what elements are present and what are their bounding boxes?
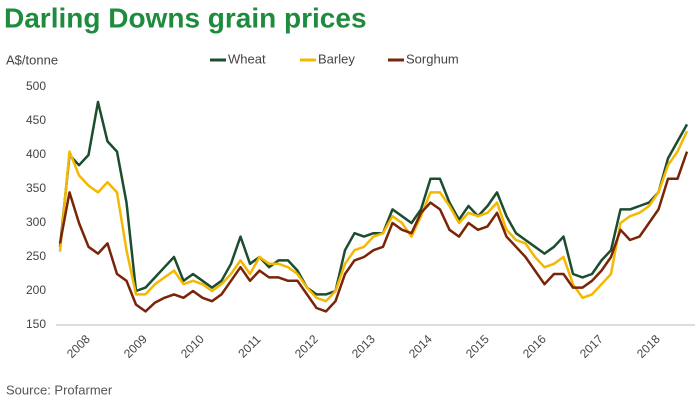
x-tick-label: 2008 bbox=[64, 332, 93, 361]
x-tick-label: 2011 bbox=[235, 332, 263, 360]
y-tick-label: 450 bbox=[26, 113, 46, 127]
x-tick-label: 2016 bbox=[520, 332, 549, 361]
x-tick-label: 2010 bbox=[178, 332, 207, 361]
y-tick-label: 200 bbox=[26, 283, 46, 297]
legend-label: Wheat bbox=[228, 51, 266, 66]
y-tick-label: 150 bbox=[26, 317, 46, 331]
x-tick-label: 2014 bbox=[406, 332, 435, 361]
line-series bbox=[58, 130, 689, 303]
x-tick-label: 2013 bbox=[349, 332, 378, 361]
x-tick-label: 2018 bbox=[634, 332, 663, 361]
x-tick-label: 2017 bbox=[577, 332, 606, 361]
y-tick-label: 300 bbox=[26, 215, 46, 229]
y-tick-label: 350 bbox=[26, 181, 46, 195]
y-tick-label: 250 bbox=[26, 249, 46, 263]
line-series bbox=[58, 100, 689, 296]
x-tick-label: 2009 bbox=[121, 332, 150, 361]
legend-label: Barley bbox=[318, 51, 355, 66]
y-tick-label: 400 bbox=[26, 147, 46, 161]
line-series bbox=[58, 151, 689, 313]
source: Source: Profarmer bbox=[6, 382, 113, 397]
y-tick-label: 500 bbox=[26, 79, 46, 93]
y-axis-label: A$/tonne bbox=[6, 52, 58, 67]
x-tick-label: 2015 bbox=[463, 332, 492, 361]
chart-title: Darling Downs grain prices bbox=[4, 2, 367, 33]
legend-label: Sorghum bbox=[406, 51, 459, 66]
x-tick-label: 2012 bbox=[292, 332, 321, 361]
